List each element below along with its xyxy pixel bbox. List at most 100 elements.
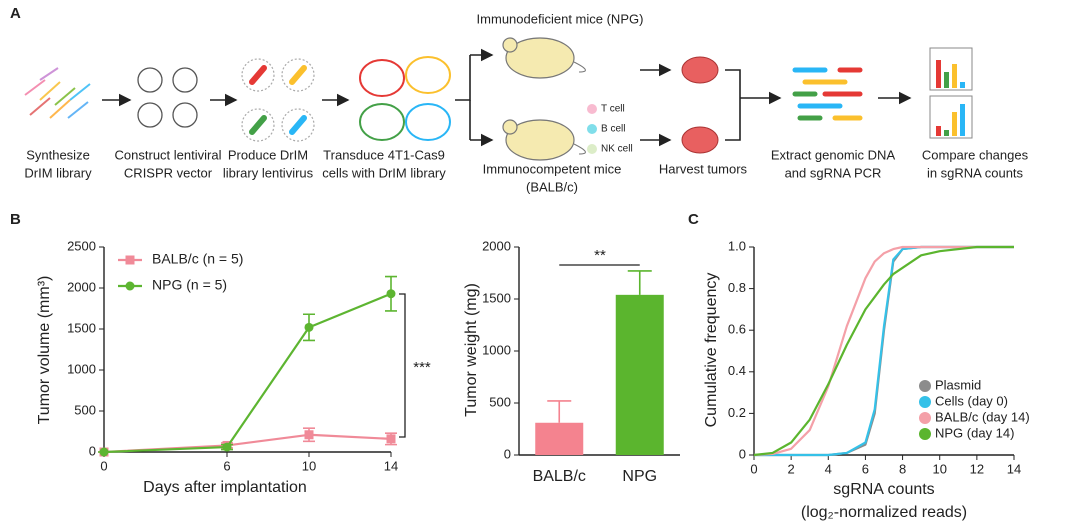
marker	[99, 447, 109, 457]
y-tick-label: 1000	[482, 342, 511, 357]
x-axis-label: Days after implantation	[143, 479, 307, 496]
result-icon	[929, 47, 973, 139]
bar	[535, 422, 584, 455]
x-tick-label: 14	[384, 458, 398, 473]
legend-swatch	[125, 281, 135, 291]
marker	[222, 442, 232, 452]
legend-swatch	[125, 255, 135, 265]
y-tick-label: 1500	[67, 320, 96, 335]
y-tick-label: 0.6	[728, 322, 746, 337]
mouse-tail	[573, 143, 586, 155]
cell-dot	[587, 104, 597, 114]
y-tick-label: 2500	[67, 238, 96, 253]
x-tick-label: 12	[970, 461, 984, 476]
significance-bracket	[399, 293, 406, 438]
legend-label: NPG (day 14)	[935, 425, 1014, 440]
y-tick-label: 0.4	[728, 363, 746, 378]
dna-icon	[24, 67, 91, 119]
cell-dot	[587, 144, 597, 154]
marker	[304, 322, 314, 332]
step-label: (BALB/c)	[526, 179, 578, 194]
panel-label: A	[10, 5, 21, 22]
error-bar	[303, 313, 315, 342]
y-tick-label: 500	[489, 394, 511, 409]
significance: **	[594, 247, 606, 264]
y-tick-label: 0.2	[728, 405, 746, 420]
x-tick-label: NPG	[622, 468, 657, 485]
mouse-icon	[502, 37, 575, 161]
step-label: Synthesize	[26, 147, 90, 162]
step-label: DrIM library	[24, 165, 92, 180]
cell-label: NK cell	[601, 144, 633, 155]
error-bar	[627, 270, 652, 295]
x-tick-label: 6	[223, 458, 230, 473]
x-tick-label: 14	[1007, 461, 1021, 476]
y-tick-label: 1000	[67, 361, 96, 376]
marker	[386, 289, 396, 299]
step-label: Immunocompetent mice	[483, 161, 622, 176]
legend-label: NPG (n = 5)	[152, 277, 227, 293]
x-tick-label: 8	[899, 461, 906, 476]
cell-label: B cell	[601, 124, 625, 135]
x-tick-label: 10	[932, 461, 946, 476]
vector-icon	[137, 67, 198, 128]
bracket	[725, 69, 741, 141]
series-line	[103, 292, 392, 454]
legend-label: Plasmid	[935, 377, 981, 392]
x-tick-label: 4	[825, 461, 832, 476]
legend-label: BALB/c (day 14)	[935, 409, 1030, 424]
legend-swatch	[919, 380, 931, 392]
step-label: Transduce 4T1-Cas9	[323, 147, 445, 162]
bar	[615, 294, 664, 455]
y-axis-label: Tumor weight (mg)	[463, 283, 480, 417]
y-tick-label: 0	[504, 446, 511, 461]
step-label: Harvest tumors	[659, 161, 748, 176]
y-axis-label: Tumor volume (mm³)	[36, 276, 53, 425]
step-label: cells with DrIM library	[322, 165, 446, 180]
y-axis-label: Cumulative frequency	[703, 273, 720, 428]
legend-label: Cells (day 0)	[935, 393, 1008, 408]
cell-icon	[359, 56, 451, 141]
legend-swatch	[919, 396, 931, 408]
y-tick-label: 0.8	[728, 280, 746, 295]
step-label: Immunodeficient mice (NPG)	[477, 11, 644, 26]
cell-label: T cell	[601, 104, 625, 115]
x-tick-label: BALB/c	[533, 468, 586, 485]
step-label: Compare changes	[922, 147, 1029, 162]
significance: ***	[413, 359, 431, 376]
x-tick-label: 0	[750, 461, 757, 476]
y-tick-label: 0	[739, 446, 746, 461]
mouse-tail	[573, 61, 586, 73]
y-tick-label: 1.0	[728, 238, 746, 253]
marker	[304, 430, 314, 440]
y-tick-label: 0	[89, 443, 96, 458]
step-label: and sgRNA PCR	[785, 165, 882, 180]
panel-label: C	[688, 211, 699, 228]
x-axis-label: (log₂-normalized reads)	[801, 504, 967, 521]
panel-label: B	[10, 211, 21, 228]
tumor-icon	[681, 56, 719, 154]
series-line	[753, 245, 1014, 457]
y-tick-label: 2000	[67, 279, 96, 294]
y-tick-label: 500	[74, 402, 96, 417]
virus-cargo	[249, 65, 307, 135]
error-bar	[385, 275, 397, 312]
x-tick-label: 2	[788, 461, 795, 476]
marker	[386, 434, 396, 444]
legend-swatch	[919, 428, 931, 440]
step-label: in sgRNA counts	[927, 165, 1024, 180]
step-label: CRISPR vector	[124, 165, 213, 180]
series-line	[753, 245, 1014, 457]
step-label: library lentivirus	[223, 165, 314, 180]
x-tick-label: 6	[862, 461, 869, 476]
y-tick-label: 1500	[482, 290, 511, 305]
step-label: Extract genomic DNA	[771, 147, 896, 162]
error-bar	[547, 400, 572, 423]
x-tick-label: 10	[302, 458, 316, 473]
branch	[455, 55, 471, 140]
legend-label: BALB/c (n = 5)	[152, 251, 243, 267]
pcr-icon	[792, 67, 863, 121]
x-axis-label: sgRNA counts	[833, 481, 934, 498]
y-tick-label: 2000	[482, 238, 511, 253]
